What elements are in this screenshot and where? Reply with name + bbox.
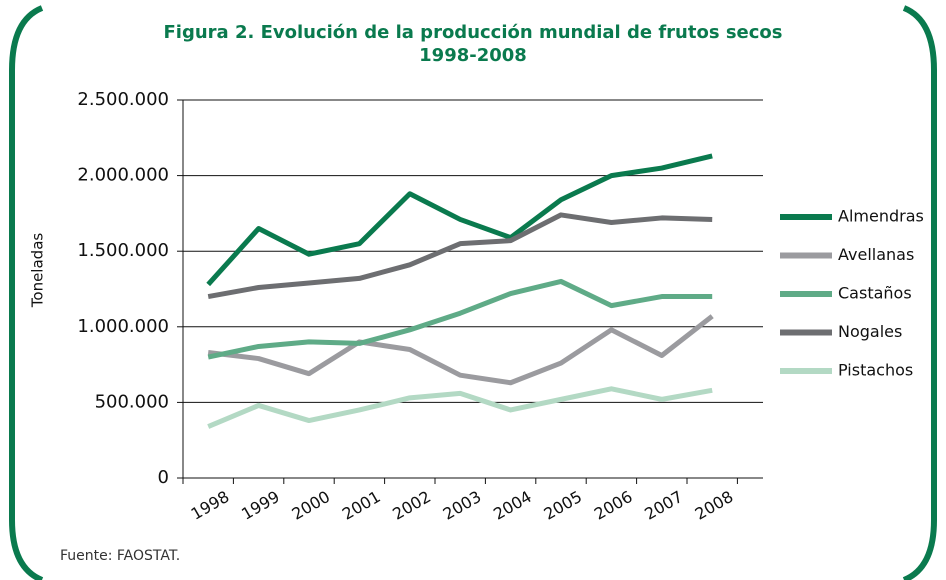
series-line: [207, 212, 713, 300]
series-line: [207, 278, 713, 360]
frame-left: [9, 5, 44, 580]
x-tick-label: 2008: [692, 487, 737, 524]
x-tick-label: 1999: [238, 487, 283, 524]
legend-label: Almendras: [838, 207, 924, 226]
legend-label: Avellanas: [838, 245, 914, 264]
legend-label: Pistachos: [838, 361, 913, 380]
x-tick-label: 2007: [641, 487, 686, 524]
y-tick-label: 2.000.000: [77, 165, 169, 186]
source: Fuente: FAOSTAT.: [60, 548, 180, 564]
x-tick-label: 2001: [339, 487, 384, 524]
x-tick-label: 2000: [288, 487, 333, 524]
x-tick-label: 2003: [440, 487, 485, 524]
series-line: [206, 153, 713, 287]
y-tick-label: 0: [158, 467, 169, 488]
y-tick-label: 500.000: [95, 391, 169, 412]
series-line: [207, 314, 714, 386]
chart-title: Figura 2. Evolución de la producción mun…: [163, 22, 783, 66]
x-tick-label: 2002: [389, 487, 434, 524]
x-tick-label: 2005: [540, 487, 585, 524]
frame-right: [902, 5, 937, 580]
y-tick-label: 1.000.000: [77, 316, 169, 337]
y-tick-label: 2.500.000: [77, 89, 169, 110]
legend-label: Castaños: [838, 284, 912, 303]
x-tick-label: 1998: [188, 487, 233, 524]
y-tick-label: 1.500.000: [77, 240, 169, 261]
y-axis-label: Toneladas: [29, 233, 47, 309]
legend-label: Nogales: [838, 322, 902, 341]
x-tick-label: 2006: [591, 487, 636, 524]
series-line: [207, 386, 713, 429]
x-tick-label: 2004: [490, 487, 535, 524]
